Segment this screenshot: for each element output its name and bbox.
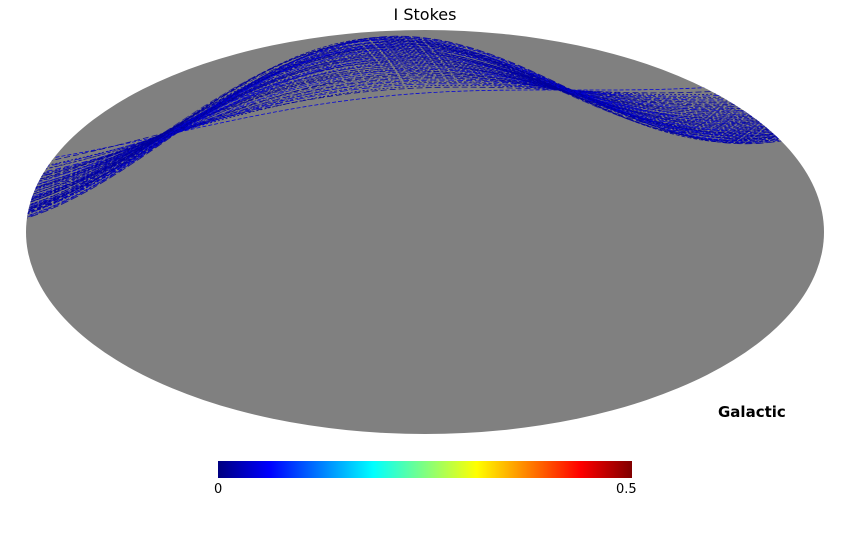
scan-stripe	[26, 40, 824, 215]
scan-stripe	[26, 52, 824, 204]
scan-stripe	[26, 37, 824, 217]
scan-stripe	[26, 37, 824, 219]
scan-stripe	[26, 55, 824, 199]
colorbar-max-label: 0.5	[616, 482, 637, 497]
sky-ellipse	[26, 30, 824, 434]
coordinate-system-label: Galactic	[718, 403, 786, 421]
scan-stripe	[26, 46, 824, 209]
scan-stripe	[26, 57, 824, 196]
scan-stripe	[26, 42, 824, 214]
scan-stripe	[26, 72, 824, 185]
scan-stripe	[26, 67, 824, 189]
colorbar-min-label: 0	[214, 482, 223, 497]
scan-stripe	[26, 76, 824, 167]
scan-stripe	[26, 70, 824, 185]
scan-stripe	[26, 48, 824, 206]
scan-curves	[26, 35, 824, 221]
scan-stripe	[26, 71, 824, 186]
scan-stripe	[26, 73, 824, 164]
scan-stripe	[26, 37, 824, 219]
scan-stripe	[26, 39, 824, 214]
chart-title: I Stokes	[393, 5, 457, 24]
scan-stripe	[26, 68, 824, 187]
scan-stripe	[26, 39, 824, 213]
colorbar-gradient	[218, 461, 632, 478]
scan-stripe	[26, 40, 824, 216]
scan-stripe	[26, 38, 824, 215]
scan-stripe	[26, 56, 824, 197]
scan-stripe	[26, 82, 824, 174]
scan-stripe	[26, 77, 824, 179]
scan-stripe	[26, 80, 824, 171]
scan-stripe	[26, 45, 824, 211]
scan-stripe	[26, 35, 824, 221]
